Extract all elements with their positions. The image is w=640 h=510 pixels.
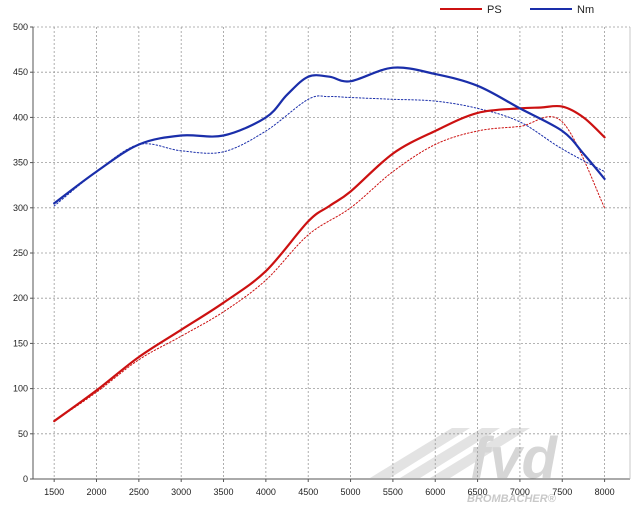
y-tick-label: 250 [13,248,28,258]
watermark-brand-text: BROMBACHER® [467,493,557,505]
legend-label-ps: PS [487,4,502,16]
x-tick-label: 6000 [425,487,445,497]
watermark-logo: fvd BROMBACHER® [370,426,559,505]
watermark-stripes [370,428,530,478]
series-line-ps-solid [53,104,606,423]
series-line-nm-comparison [53,95,606,207]
x-tick-label: 7500 [552,487,572,497]
y-tick-label: 300 [13,203,28,213]
y-tick-label: 450 [13,67,28,77]
legend: PS Nm [440,4,594,16]
y-tick-label: 150 [13,338,28,348]
y-tick-label: 50 [18,429,28,439]
x-tick-label: 8000 [595,487,615,497]
x-tick-label: 1500 [44,487,64,497]
series-lines [53,66,606,423]
series-line-nm-solid [53,66,606,205]
y-tick-label: 400 [13,112,28,122]
x-tick-label: 3500 [214,487,234,497]
series-line-ps-comparison [53,116,606,422]
x-tick-label: 5500 [383,487,403,497]
watermark-logo-text: fvd [470,426,559,491]
x-tick-label: 2000 [86,487,106,497]
x-tick-label: 4000 [256,487,276,497]
x-tick-label: 2500 [129,487,149,497]
y-tick-label: 200 [13,293,28,303]
y-tick-label: 350 [13,158,28,168]
x-tick-label: 6500 [468,487,488,497]
y-tick-label: 0 [23,474,28,484]
x-tick-label: 5000 [341,487,361,497]
axes: 0 50 100 150 200 250 300 350 400 450 500 1500 2000 25… [13,22,631,497]
y-tick-label: 500 [13,22,28,32]
x-tick-label: 4500 [298,487,318,497]
legend-label-nm: Nm [577,4,594,16]
y-tick-label: 100 [13,384,28,394]
x-tick-label: 3000 [171,487,191,497]
x-tick-label: 7000 [510,487,530,497]
